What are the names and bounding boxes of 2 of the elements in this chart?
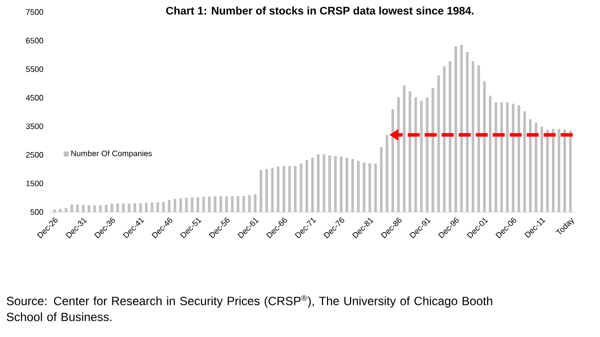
text: Source: Center for Research in Security Prices (CRSP$^{®}$), The University of Chicago Booth School of Business. <box>6 295 492 322</box>
chart-title: Chart 1: Number of stocks in CRSP data lowest since 1984. <box>166 6 474 15</box>
